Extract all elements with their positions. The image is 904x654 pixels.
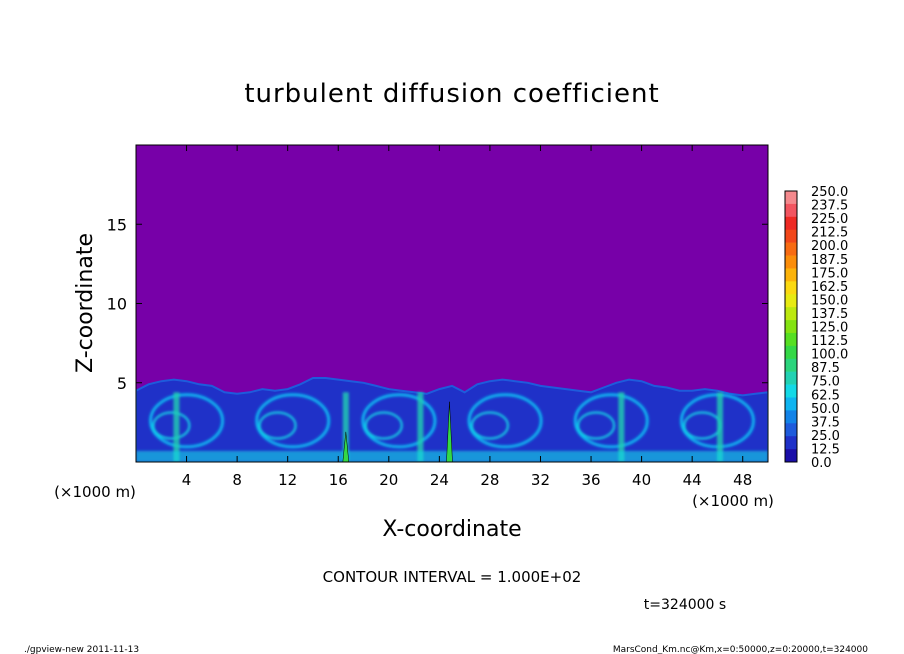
colorbar-label: 175.0 [811,266,848,281]
colorbar-swatch [785,191,797,205]
plot-area [135,144,769,463]
x-axis: 4 8 12 16 20 24 28 32 36 40 44 48 [182,145,752,489]
updraft-column [342,392,349,462]
colorbar-label: 0.0 [811,456,832,471]
x-tick-label: 24 [430,471,449,489]
colorbar-label: 125.0 [811,321,848,336]
colorbar-swatch [785,229,797,243]
colorbar-label: 187.5 [811,253,848,268]
y-axis: 5 10 15 [107,215,768,393]
eddy-ring [573,393,649,449]
x-unit-label: (×1000 m) [54,483,136,501]
colorbar-swatch [785,397,797,411]
colorbar-label: 200.0 [811,239,848,254]
colorbar-label: 250.0 [811,185,848,200]
x-tick-label: 32 [531,471,550,489]
y-tick-label: 15 [107,215,127,234]
y-tick-label: 10 [107,295,127,314]
eddy-ring [467,393,543,449]
colorbar-frame [784,190,798,463]
high-diffusion-spike [446,401,453,462]
eddy-ring [149,393,225,449]
x-tick-label: 40 [632,471,651,489]
colorbar-label: 37.5 [811,415,840,430]
x-tick-label: 16 [329,471,348,489]
colorbar-label: 25.0 [811,429,840,444]
colorbar-swatch [785,345,797,360]
colorbar-swatch [785,410,797,424]
turbulent-layer-edge [136,377,768,462]
x-tick-label: 36 [581,471,600,489]
colorbar-label: 100.0 [811,348,848,363]
colorbar-label: 62.5 [811,388,840,403]
colorbar-swatch [785,307,797,321]
field-layer [136,377,768,462]
colorbar-swatch [785,371,797,385]
colorbar-swatch [785,332,797,347]
colorbar-label: 237.5 [811,199,848,214]
y-axis-label: Z-coordinate [73,233,98,373]
x-tick-label: 44 [683,471,702,489]
colorbar-label: 212.5 [811,226,848,241]
eddy-core [364,411,403,440]
x-tick-label: 20 [379,471,398,489]
x-tick-label: 4 [182,471,192,489]
colorbar-swatch [785,436,797,450]
eddy-ring [255,393,331,449]
colorbar-label: 137.5 [811,307,848,322]
eddy-core [470,411,509,440]
colorbar-label: 162.5 [811,280,848,295]
x-unit-label-corner: (×1000 m) [692,492,774,510]
colorbar-swatch [785,384,797,398]
turbulent-layer-base [136,378,768,462]
colorbar-label: 225.0 [811,212,848,227]
x-axis-label: X-coordinate [382,517,521,542]
x-tick-label: 8 [232,471,242,489]
colorbar-label: 12.5 [811,442,840,457]
colorbar-swatch [785,358,797,372]
x-tick-label: 48 [733,471,752,489]
x-tick-label: 28 [480,471,499,489]
colorbar-swatch [785,242,797,256]
colorbar-label: 75.0 [811,375,840,390]
colorbar-swatch [785,255,797,269]
y-tick-label: 5 [117,374,127,393]
colorbar: 250.0237.5225.0212.5200.0187.5175.0162.5… [784,185,848,471]
updraft-column [618,392,625,462]
colorbar-swatch [785,216,797,231]
colorbar-swatch [785,294,797,308]
footer-left: ./gpview-new 2011-11-13 [24,645,139,654]
colorbar-swatch [785,281,797,295]
updraft-column [716,392,723,462]
high-diffusion-spike [342,431,350,462]
colorbar-label: 87.5 [811,361,840,376]
updraft-column [417,392,424,462]
colorbar-swatch [785,449,797,463]
colorbar-swatch [785,423,797,437]
eddy-core [577,411,616,440]
colorbar-swatch [785,203,797,218]
x-tick-label: 12 [278,471,297,489]
colorbar-label: 50.0 [811,402,840,417]
eddy-core [258,411,297,440]
footer-right: MarsCond_Km.nc@Km,x=0:50000,z=0:20000,t=… [613,645,868,654]
colorbar-label: 150.0 [811,293,848,308]
chart-title: turbulent diffusion coefficient [244,79,659,109]
colorbar-swatch [785,320,797,334]
eddy-ring [361,393,437,449]
eddy-core [152,411,191,440]
contour-interval: CONTOUR INTERVAL = 1.000E+02 [323,568,582,586]
colorbar-label: 112.5 [811,334,848,349]
colorbar-swatch [785,268,797,282]
updraft-column [173,392,180,462]
time-label: t=324000 s [644,597,726,613]
